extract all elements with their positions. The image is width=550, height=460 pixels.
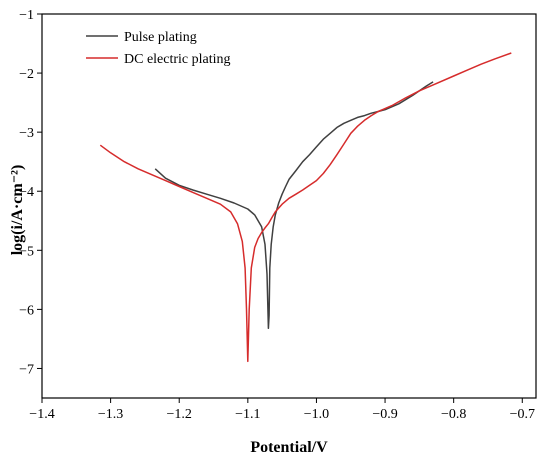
x-tick-label: −1.2 xyxy=(167,407,192,422)
series-line-pulse-plating xyxy=(154,81,434,330)
y-tick-label: −7 xyxy=(19,362,34,377)
x-tick-label: −1.3 xyxy=(98,407,123,422)
series-line-dc-electric-plating xyxy=(99,52,512,363)
x-axis-title: Potential/V xyxy=(250,439,328,456)
y-tick-label: −5 xyxy=(19,244,34,259)
y-tick-label: −1 xyxy=(19,8,34,23)
y-axis-title: log(i/A·cm⁻²) xyxy=(9,165,26,256)
x-tick-label: −1.0 xyxy=(304,407,329,422)
y-tick-label: −4 xyxy=(19,185,34,200)
y-tick-label: −6 xyxy=(19,303,34,318)
x-tick-label: −0.8 xyxy=(441,407,466,422)
legend: Pulse plating DC electric plating xyxy=(86,30,231,67)
y-tick-label: −3 xyxy=(19,126,34,141)
legend-label-dc-electric-plating: DC electric plating xyxy=(124,52,231,67)
x-tick-label: −0.7 xyxy=(510,407,535,422)
legend-label-pulse-plating: Pulse plating xyxy=(124,30,197,45)
series-layer xyxy=(99,52,512,363)
ticks-layer: −1.4 −1.3 −1.2 −1.1 −1.0 −0.9 −0.8 −0.7 −7 −6 −5 −4… xyxy=(19,8,535,422)
y-tick-label: −2 xyxy=(19,67,34,82)
x-tick-label: −1.1 xyxy=(235,407,260,422)
plot-area xyxy=(41,13,537,399)
x-tick-label: −0.9 xyxy=(372,407,397,422)
x-tick-label: −1.4 xyxy=(29,407,54,422)
